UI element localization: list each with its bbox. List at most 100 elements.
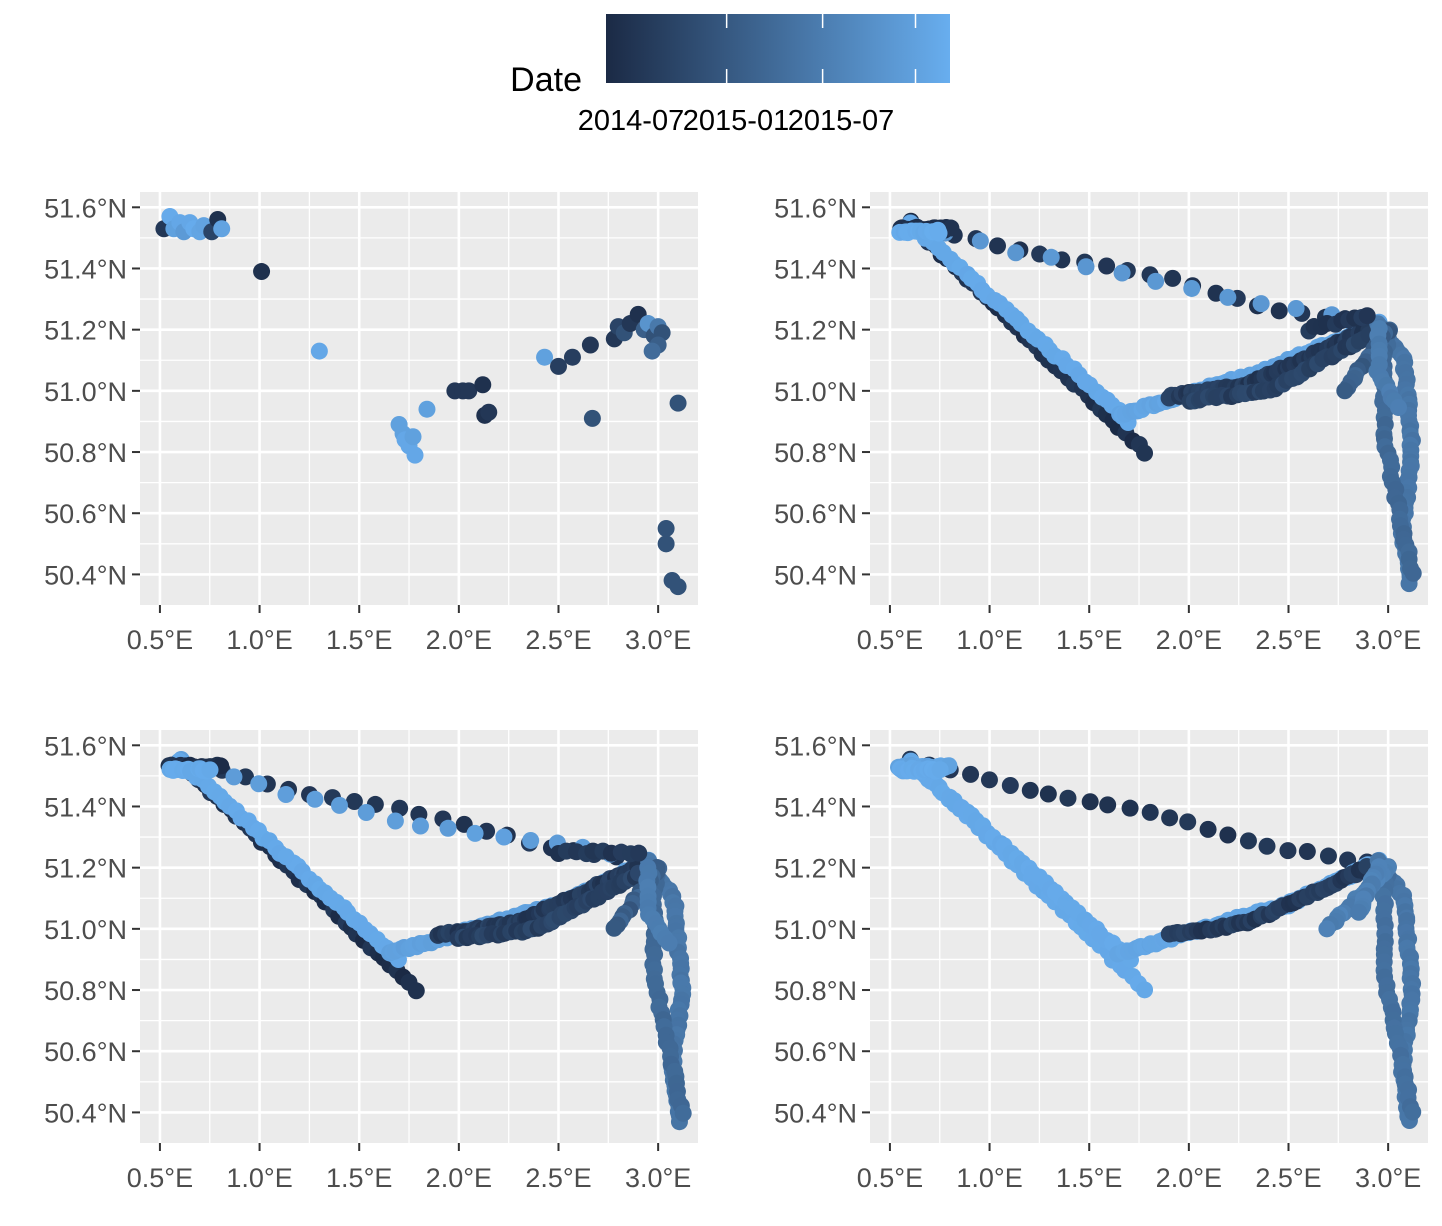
y-tick-label: 51.2°N	[774, 316, 857, 346]
data-point	[1239, 832, 1257, 850]
x-tick-label: 2.5°E	[525, 625, 591, 655]
x-tick-label: 2.5°E	[1255, 625, 1321, 655]
data-point	[657, 535, 675, 553]
legend-colorbar	[606, 14, 950, 83]
data-point	[404, 428, 422, 446]
data-point	[669, 578, 687, 596]
data-point	[1319, 847, 1337, 865]
panel-bottom-right: 0.5°E 1.0°E 1.5°E 2.0°E 2.5°E 3.0°E 50.4°N 50.6…	[774, 730, 1428, 1193]
y-tick-label: 51.6°N	[44, 193, 127, 223]
y-tick-label: 51.0°N	[774, 915, 857, 945]
data-point	[1077, 258, 1095, 276]
x-tick-label: 2.0°E	[426, 625, 492, 655]
data-point	[357, 803, 375, 821]
x-tick-label: 2.0°E	[1156, 625, 1222, 655]
legend-title: Date	[510, 61, 582, 99]
x-tick-label: 2.0°E	[1156, 1163, 1222, 1193]
data-point	[474, 376, 492, 394]
y-tick-label: 50.6°N	[774, 499, 857, 529]
data-point	[250, 775, 268, 793]
data-point	[1001, 777, 1019, 795]
x-tick-label: 0.5°E	[127, 1163, 193, 1193]
data-point	[407, 982, 425, 1000]
points	[160, 750, 692, 1131]
x-tick-label: 3.0°E	[1355, 625, 1421, 655]
y-tick-label: 50.4°N	[774, 1098, 857, 1128]
y-tick-label: 50.6°N	[44, 499, 127, 529]
data-point	[1136, 444, 1154, 462]
x-tick-label: 1.0°E	[956, 625, 1022, 655]
y-tick-label: 51.4°N	[774, 254, 857, 284]
data-point	[1404, 1103, 1422, 1121]
legend-label-1: 2014-07	[578, 105, 684, 137]
data-point	[605, 919, 623, 937]
y-tick-label: 51.0°N	[44, 915, 127, 945]
y-tick-label: 50.8°N	[44, 438, 127, 468]
data-point	[522, 831, 540, 849]
y-tick-label: 51.0°N	[44, 377, 127, 407]
data-point	[962, 765, 980, 783]
data-point	[1279, 842, 1297, 860]
data-point	[1099, 796, 1117, 814]
points	[890, 750, 1422, 1129]
legend-label-3: 2015-07	[788, 105, 894, 137]
y-tick-label: 50.8°N	[44, 976, 127, 1006]
y-tick-label: 51.2°N	[774, 854, 857, 884]
data-point	[1113, 264, 1131, 282]
data-point	[439, 819, 457, 837]
panel-background	[140, 192, 698, 605]
panel-top-left: 0.5°E 1.0°E 1.5°E 2.0°E 2.5°E 3.0°E 50.4°N 50.6…	[44, 192, 698, 655]
data-point	[1059, 789, 1077, 807]
x-tick-label: 1.5°E	[1056, 625, 1122, 655]
data-point	[1179, 813, 1197, 831]
data-point	[1081, 793, 1099, 811]
y-tick-label: 51.6°N	[774, 193, 857, 223]
data-point	[674, 1104, 692, 1122]
data-point	[1219, 288, 1237, 306]
data-point	[1042, 248, 1060, 266]
data-point	[330, 796, 348, 814]
y-tick-label: 50.8°N	[774, 976, 857, 1006]
data-point	[460, 382, 478, 400]
y-tick-label: 51.6°N	[44, 731, 127, 761]
data-point	[1390, 399, 1408, 417]
data-point	[1318, 920, 1336, 938]
data-point	[1298, 843, 1316, 861]
data-point	[630, 844, 648, 862]
data-point	[1404, 564, 1422, 582]
data-point	[669, 394, 687, 412]
data-point	[1219, 826, 1237, 844]
data-point	[386, 812, 404, 830]
data-point	[418, 400, 436, 418]
y-tick-label: 50.4°N	[774, 560, 857, 590]
x-tick-label: 1.0°E	[226, 625, 292, 655]
data-point	[930, 224, 948, 242]
data-point	[345, 793, 363, 811]
x-tick-label: 3.0°E	[625, 625, 691, 655]
data-point	[657, 520, 675, 538]
y-tick-label: 50.4°N	[44, 560, 127, 590]
data-point	[581, 336, 599, 354]
x-tick-label: 1.5°E	[1056, 1163, 1122, 1193]
x-tick-label: 1.5°E	[326, 1163, 392, 1193]
x-tick-label: 3.0°E	[625, 1163, 691, 1193]
data-point	[1007, 244, 1025, 262]
y-tick-label: 51.6°N	[774, 731, 857, 761]
x-tick-label: 0.5°E	[857, 1163, 923, 1193]
data-point	[213, 220, 231, 238]
data-point	[563, 348, 581, 366]
data-point	[643, 342, 661, 360]
data-point	[1164, 269, 1182, 287]
y-tick-label: 51.4°N	[44, 254, 127, 284]
data-point	[971, 232, 989, 250]
data-point	[1350, 903, 1368, 921]
data-point	[1161, 809, 1179, 827]
legend: Date 2014-07 2015-01 2015-07	[510, 14, 950, 137]
data-point	[980, 771, 998, 789]
data-point	[253, 263, 271, 281]
panel-bottom-left: 0.5°E 1.0°E 1.5°E 2.0°E 2.5°E 3.0°E 50.4°N 50.6…	[44, 730, 698, 1193]
x-tick-label: 3.0°E	[1355, 1163, 1421, 1193]
data-point	[225, 768, 243, 786]
data-point	[536, 348, 554, 366]
